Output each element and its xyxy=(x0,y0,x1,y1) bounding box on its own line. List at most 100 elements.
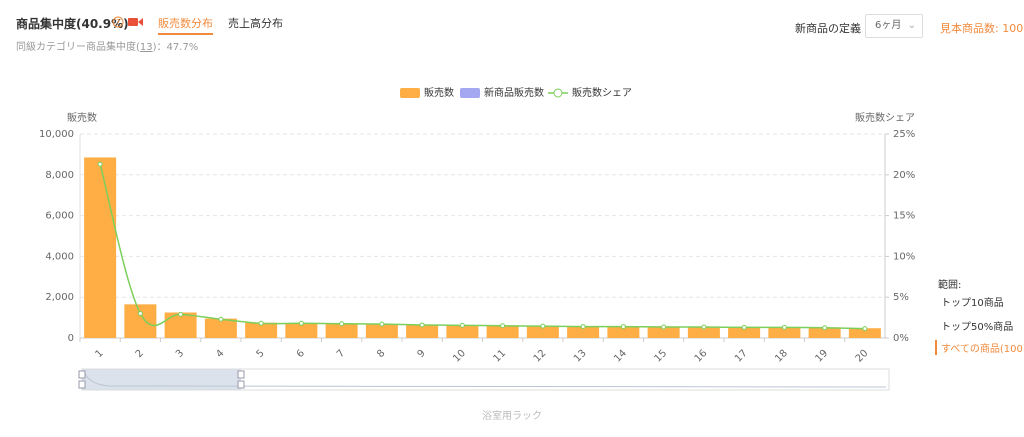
y-axis-label: 販売数 xyxy=(67,111,97,124)
x-tick-label: 15 xyxy=(652,348,669,365)
bar xyxy=(567,325,600,338)
bar xyxy=(84,157,117,338)
share-point xyxy=(661,324,667,330)
bar xyxy=(285,323,318,338)
svg-text:?: ? xyxy=(116,18,120,27)
y-tick-label: 6,000 xyxy=(45,211,74,222)
x-axis-label: 浴室用ラック xyxy=(482,409,542,422)
y2-tick-label: 5% xyxy=(893,292,909,303)
share-point xyxy=(620,324,626,330)
x-tick-label: 19 xyxy=(813,348,830,365)
bar xyxy=(124,304,157,338)
share-point xyxy=(218,316,224,322)
x-tick-label: 3 xyxy=(174,348,186,360)
x-tick-label: 4 xyxy=(214,348,226,360)
bar xyxy=(607,326,640,338)
compare-value: )：47.7% xyxy=(152,42,199,53)
y2-tick-label: 15% xyxy=(893,211,915,222)
y-tick-label: 0 xyxy=(68,333,74,344)
x-tick-label: 18 xyxy=(773,348,790,365)
bar xyxy=(446,325,479,338)
bar xyxy=(768,326,801,338)
zoom-handle[interactable] xyxy=(78,380,86,389)
share-point xyxy=(97,161,103,167)
y2-axis-label: 販売数シェア xyxy=(855,111,915,124)
x-tick-label: 1 xyxy=(93,348,105,360)
legend-swatch xyxy=(400,88,420,98)
video-icon[interactable] xyxy=(128,17,144,27)
share-point xyxy=(258,320,264,326)
x-tick-label: 6 xyxy=(295,348,307,360)
share-point xyxy=(419,322,425,328)
sample-count: 見本商品数: 100 xyxy=(940,22,1024,35)
y-tick-label: 10,000 xyxy=(39,129,74,140)
y2-tick-label: 10% xyxy=(893,251,915,262)
bar xyxy=(406,324,439,338)
x-tick-label: 20 xyxy=(854,348,871,365)
x-tick-label: 10 xyxy=(451,348,468,365)
tab-active[interactable]: 販売数分布 xyxy=(158,15,213,35)
title: 商品集中度(40.9%) xyxy=(16,17,129,31)
bar xyxy=(526,325,559,338)
share-point xyxy=(137,311,143,317)
range-option-active[interactable]: すべての商品(100) xyxy=(935,340,1024,355)
zoom-handle[interactable] xyxy=(237,380,245,389)
bar xyxy=(808,327,841,338)
x-tick-label: 16 xyxy=(693,348,710,365)
select[interactable]: 6ヶ月 ⌄ xyxy=(865,14,923,38)
zoom-handle[interactable] xyxy=(78,370,86,379)
range-title: 範囲: xyxy=(938,280,962,291)
chart: 0 2,000 4,000 6,000 8,000 10,000 0% 5% 10% 15% 20%… xyxy=(39,86,915,422)
bar xyxy=(325,323,358,338)
share-point xyxy=(741,324,747,330)
bar xyxy=(204,318,237,338)
share-point xyxy=(379,321,385,327)
legend-label: 販売数 xyxy=(424,86,454,99)
range-option[interactable]: トップ50%商品 xyxy=(941,322,1014,333)
x-tick-label: 8 xyxy=(375,348,387,360)
share-point xyxy=(822,325,828,331)
select-value: 6ヶ月 xyxy=(875,20,902,31)
y2-tick-label: 20% xyxy=(893,170,915,181)
x-tick-label: 11 xyxy=(491,348,508,365)
x-tick-label: 5 xyxy=(254,348,266,360)
share-point xyxy=(862,326,868,332)
x-tick-label: 9 xyxy=(415,348,427,360)
share-point xyxy=(298,320,304,326)
x-tick-label: 13 xyxy=(572,348,589,365)
bar xyxy=(647,326,680,338)
new-def-label: 新商品の定義 xyxy=(795,22,861,35)
help-icon[interactable]: ? xyxy=(112,16,124,28)
compare-link[interactable]: 13 xyxy=(139,42,153,53)
share-line xyxy=(99,163,865,330)
y-tick-label: 2,000 xyxy=(45,292,74,303)
x-tick-label: 2 xyxy=(134,348,146,360)
compare-label: 同級カテゴリー商品集中度( xyxy=(16,42,140,53)
tab[interactable]: 売上高分布 xyxy=(228,17,283,30)
y-tick-label: 4,000 xyxy=(45,251,74,262)
zoom-window[interactable] xyxy=(82,369,241,390)
share-point xyxy=(339,321,345,327)
y2-tick-label: 0% xyxy=(893,333,909,344)
share-point xyxy=(580,324,586,330)
share-point xyxy=(701,324,707,330)
bar xyxy=(848,328,881,338)
x-tick-label: 7 xyxy=(335,348,347,360)
legend-label: 販売数シェア xyxy=(572,86,632,99)
bar xyxy=(245,322,278,338)
bar xyxy=(486,325,519,338)
y-tick-label: 8,000 xyxy=(45,170,74,181)
x-tick-label: 17 xyxy=(733,348,750,365)
x-tick-label: 14 xyxy=(612,348,629,365)
range-option[interactable]: トップ10商品 xyxy=(941,298,1004,309)
share-point xyxy=(459,322,465,328)
zoom-handle[interactable] xyxy=(237,370,245,379)
legend-swatch xyxy=(460,88,480,98)
bar xyxy=(365,324,398,338)
share-point xyxy=(178,311,184,317)
bar xyxy=(687,326,720,338)
compare: 同級カテゴリー商品集中度(13)：47.7% xyxy=(16,38,198,53)
x-tick-label: 12 xyxy=(532,348,549,365)
y2-tick-label: 25% xyxy=(893,129,915,140)
